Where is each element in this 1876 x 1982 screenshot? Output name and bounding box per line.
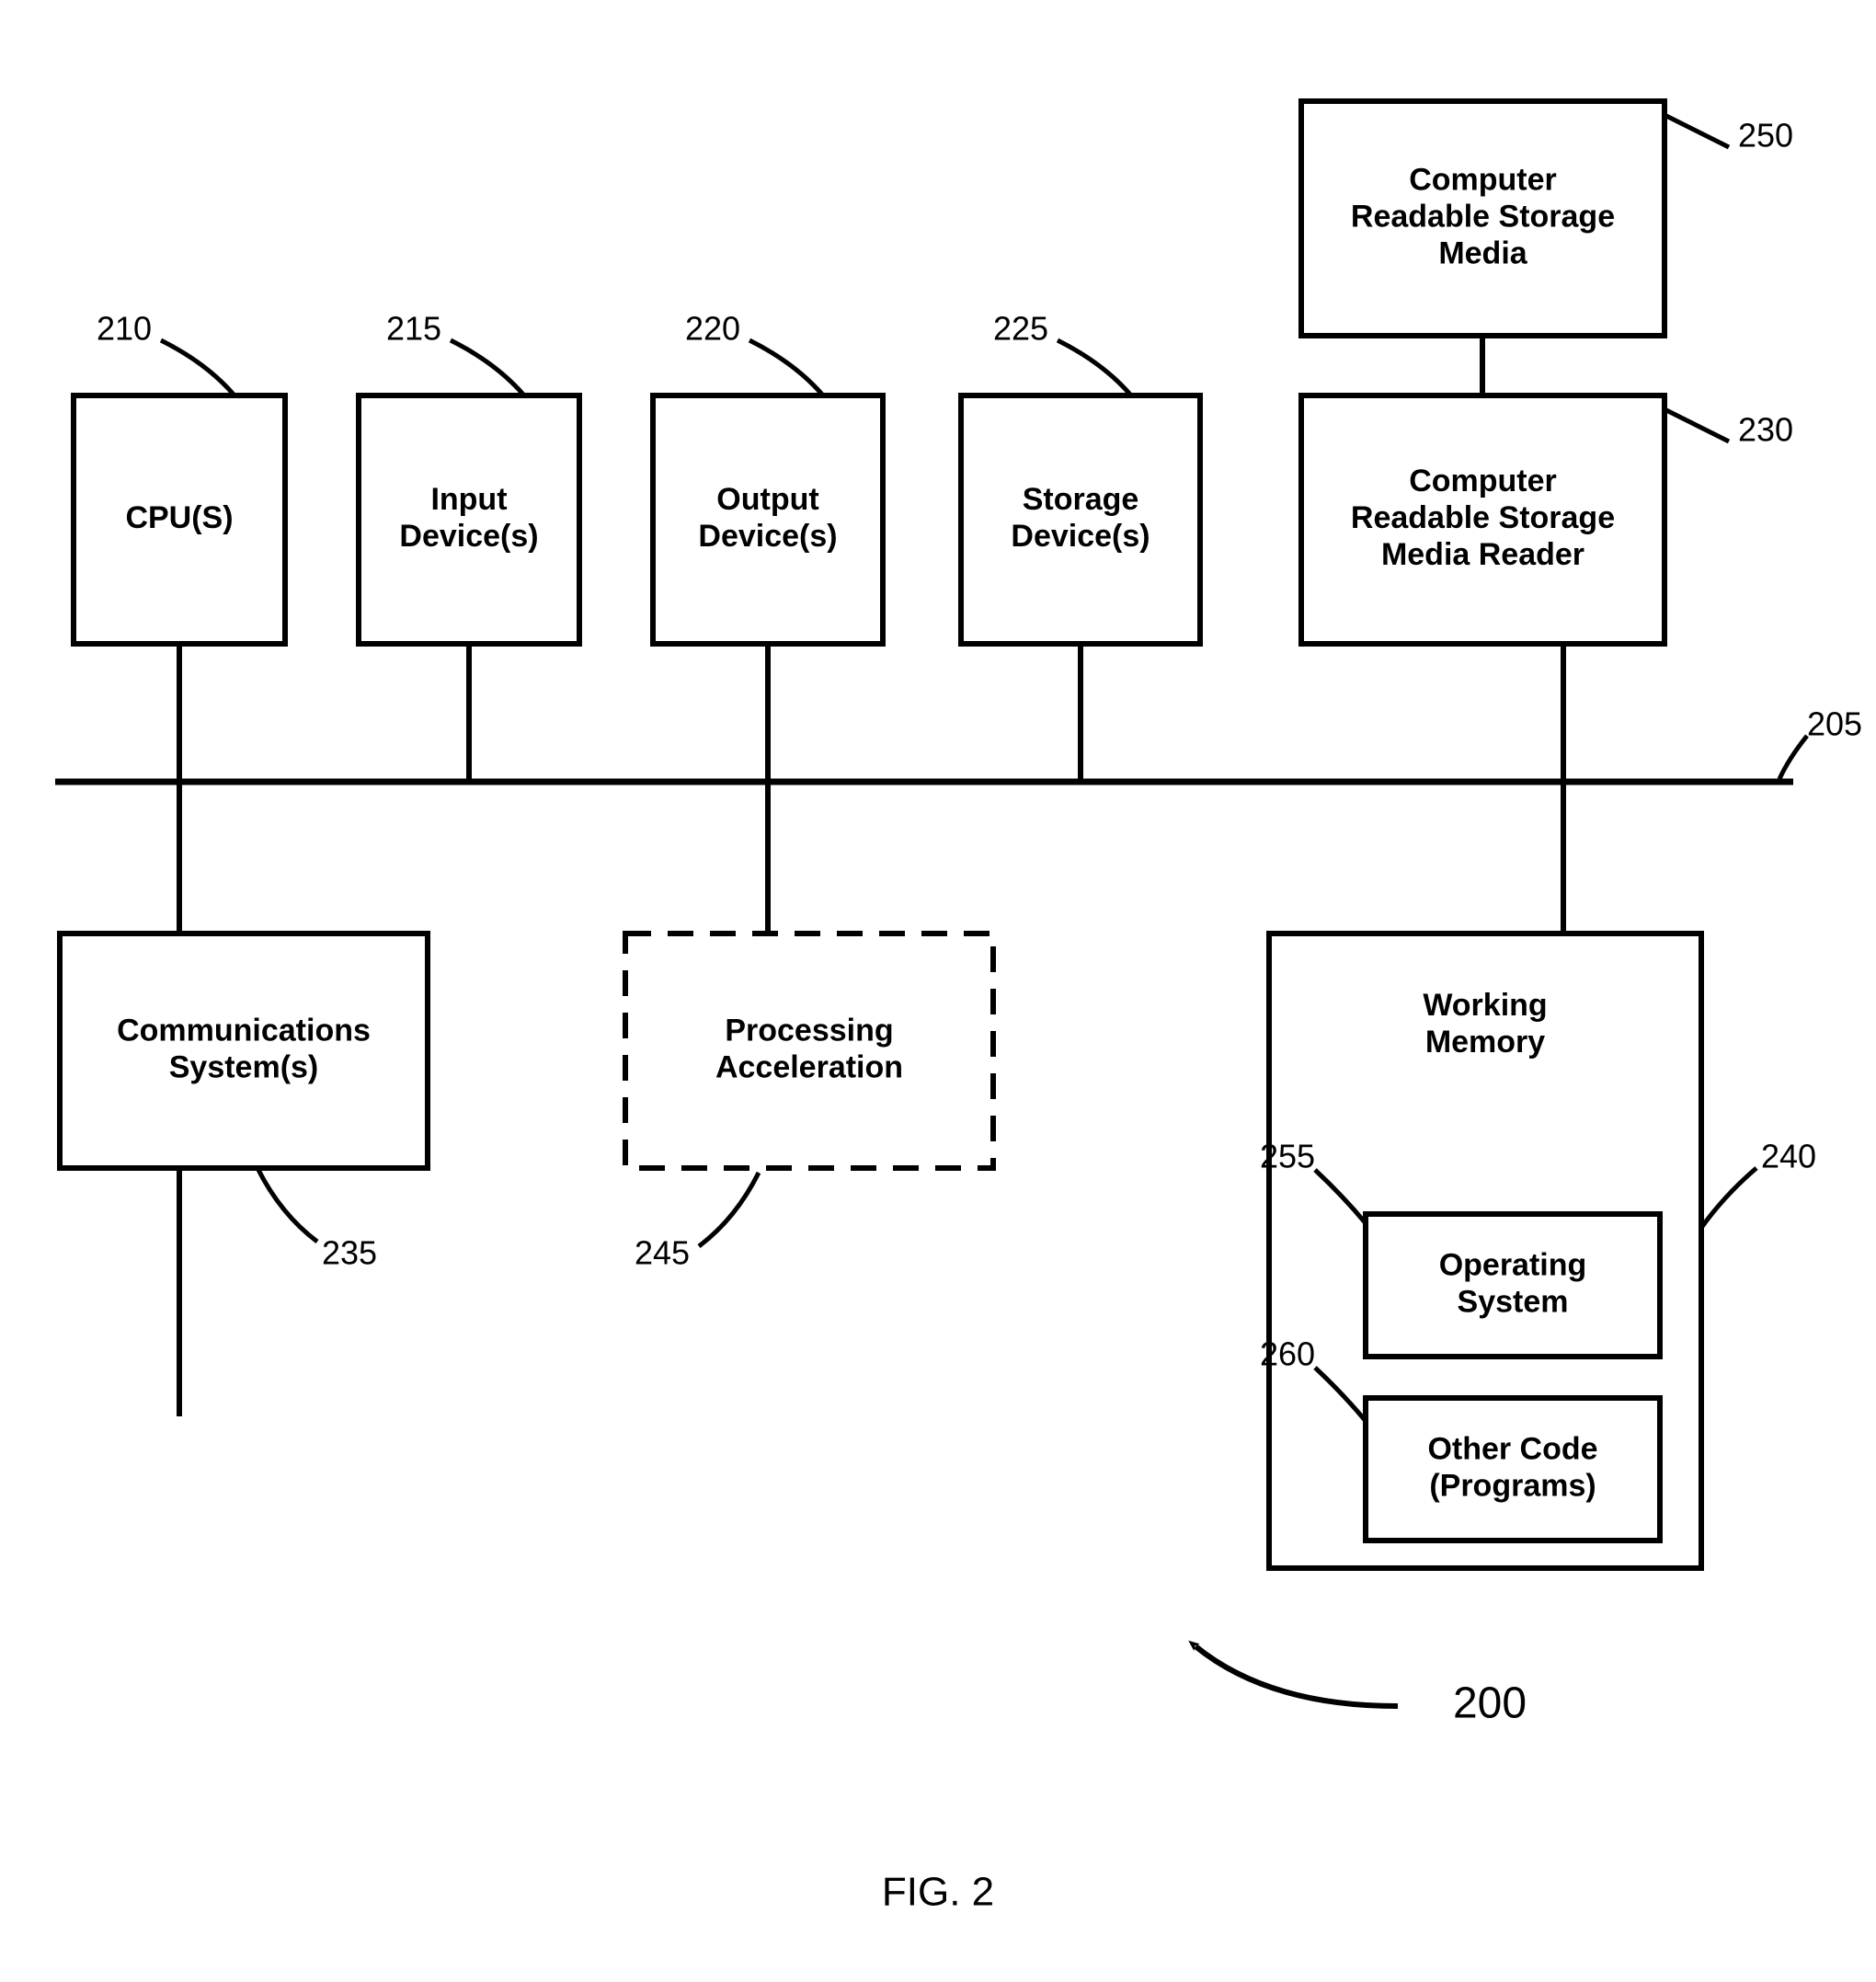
label-input-line: Device(s) bbox=[399, 519, 538, 554]
leader-line bbox=[1058, 340, 1131, 395]
ref-245: 245 bbox=[635, 1234, 690, 1272]
leader-line bbox=[161, 340, 234, 395]
node-comm: 235 bbox=[60, 782, 428, 1416]
leader-line bbox=[1779, 736, 1807, 779]
block-diagram-svg: 205210CPU(S)215InputDevice(s)220OutputDe… bbox=[0, 0, 1876, 1982]
label-storage-line: Device(s) bbox=[1011, 519, 1150, 554]
node-cpu: 210 bbox=[74, 310, 285, 782]
ref-210: 210 bbox=[97, 310, 152, 348]
diagram-container: 205210CPU(S)215InputDevice(s)220OutputDe… bbox=[0, 0, 1876, 1982]
label-output-line: Output bbox=[716, 482, 818, 517]
leader-line bbox=[699, 1173, 759, 1246]
label-media-line: Media bbox=[1438, 236, 1527, 271]
figure-label: FIG. 2 bbox=[882, 1870, 994, 1915]
ref-215: 215 bbox=[386, 310, 441, 348]
leader-line bbox=[1664, 409, 1729, 441]
ref-225: 225 bbox=[993, 310, 1048, 348]
ref-240: 240 bbox=[1761, 1138, 1816, 1175]
ref-205: 205 bbox=[1807, 705, 1862, 743]
label-media-line: Computer bbox=[1409, 162, 1557, 197]
label-input-line: Input bbox=[430, 482, 507, 517]
ref-230: 230 bbox=[1738, 411, 1793, 449]
label-os-line: System bbox=[1458, 1285, 1569, 1320]
figure-pointer-arrow bbox=[1195, 1646, 1398, 1706]
label-other-line: Other Code bbox=[1427, 1431, 1597, 1466]
leader-line bbox=[451, 340, 524, 395]
label-reader-line: Computer bbox=[1409, 464, 1557, 498]
label-output-line: Device(s) bbox=[698, 519, 837, 554]
node-reader: 230 bbox=[1301, 395, 1793, 782]
ref-220: 220 bbox=[685, 310, 740, 348]
ref-250: 250 bbox=[1738, 117, 1793, 155]
leader-line bbox=[749, 340, 823, 395]
label-cpu: CPU(S) bbox=[125, 500, 233, 535]
label-cpu-line: CPU(S) bbox=[125, 500, 233, 535]
label-comm-line: System(s) bbox=[169, 1050, 319, 1085]
label-accel-line: Processing bbox=[725, 1013, 893, 1048]
label-other-line: (Programs) bbox=[1429, 1469, 1596, 1504]
ref-260: 260 bbox=[1260, 1335, 1315, 1373]
label-storage-line: Storage bbox=[1023, 482, 1139, 517]
label-reader-line: Readable Storage bbox=[1351, 500, 1615, 535]
label-accel-line: Acceleration bbox=[715, 1050, 903, 1085]
leader-line bbox=[1664, 115, 1729, 147]
label-reader-line: Media Reader bbox=[1381, 537, 1584, 572]
leader-line bbox=[257, 1168, 317, 1242]
leader-line bbox=[1701, 1168, 1756, 1228]
label-workmem-line: Working bbox=[1423, 988, 1547, 1023]
label-comm-line: Communications bbox=[117, 1013, 371, 1048]
label-os-line: Operating bbox=[1439, 1247, 1587, 1282]
label-media-line: Readable Storage bbox=[1351, 199, 1615, 234]
ref-235: 235 bbox=[322, 1234, 377, 1272]
label-workmem-line: Memory bbox=[1425, 1025, 1545, 1060]
ref-255: 255 bbox=[1260, 1138, 1315, 1175]
ref-200: 200 bbox=[1453, 1679, 1527, 1728]
